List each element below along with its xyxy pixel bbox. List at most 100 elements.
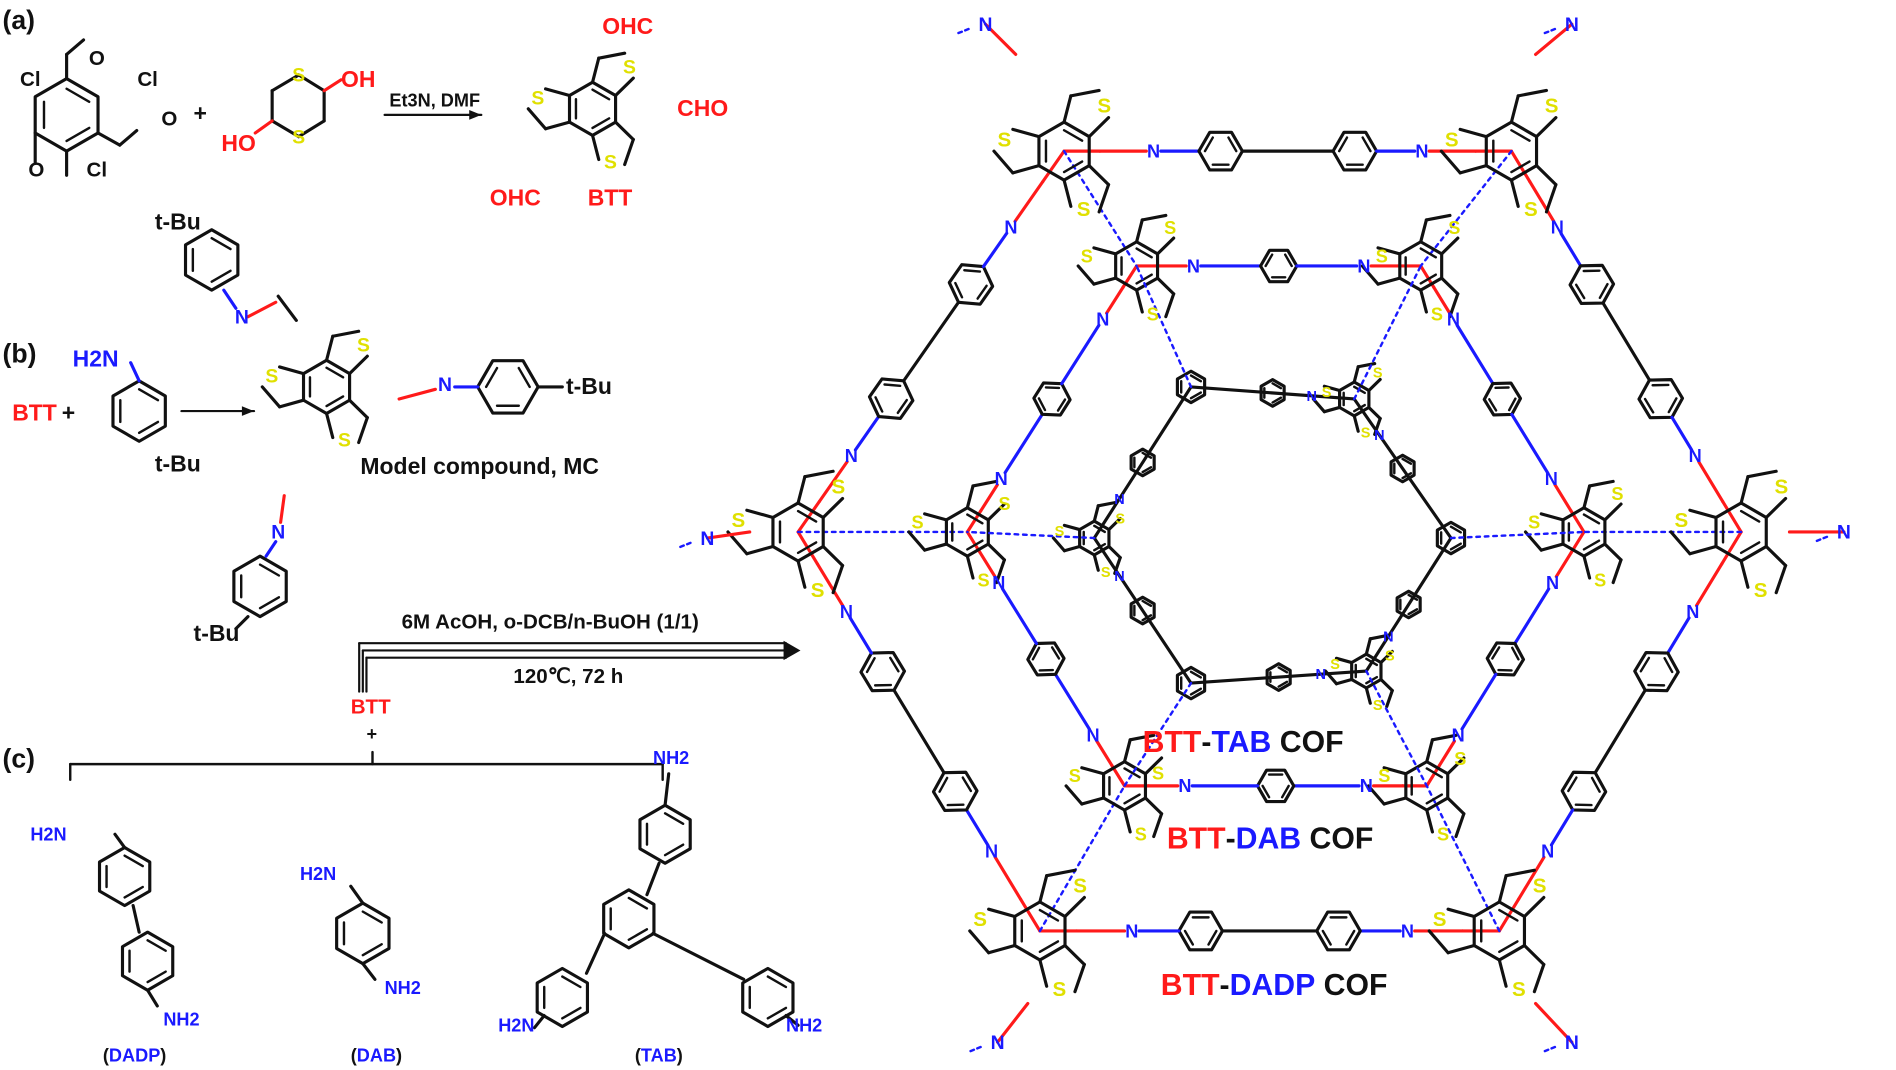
atom-label-s: S	[1101, 565, 1111, 581]
bond	[1368, 634, 1389, 641]
bond	[1590, 776, 1601, 793]
atom-label-s: S	[1385, 648, 1395, 664]
benzene-ring	[741, 966, 795, 1029]
bond	[1532, 962, 1546, 994]
bond	[1097, 183, 1111, 214]
btt-product-label: BTT	[588, 185, 633, 211]
bond	[815, 562, 845, 608]
atom-label-s: S	[1433, 908, 1447, 931]
atom-label-n: N	[995, 469, 1008, 489]
atom-label-n: N	[1415, 141, 1428, 161]
arrow-head	[469, 110, 482, 120]
bond	[1227, 136, 1238, 153]
bond	[1092, 536, 1193, 685]
atom-label-s: S	[1754, 579, 1768, 602]
bond	[1721, 499, 1743, 534]
atom-label-n: N	[991, 1032, 1005, 1054]
bond	[1093, 542, 1107, 552]
bond	[966, 530, 1096, 540]
atom-label-s: S	[973, 908, 987, 931]
benzene-ring	[1389, 453, 1416, 484]
bond	[1553, 483, 1573, 513]
benzene-ring	[1435, 520, 1467, 556]
atom-label-n: N	[1565, 14, 1579, 36]
bond	[796, 541, 818, 555]
bond	[517, 366, 531, 389]
bond	[1337, 136, 1349, 153]
atom-label-s: S	[338, 430, 351, 452]
aldehyde-label: OHC	[490, 185, 541, 211]
atom-label-n: N	[235, 307, 249, 329]
bond	[123, 854, 144, 868]
bond	[526, 107, 548, 131]
bond	[1135, 247, 1153, 259]
bond	[1311, 397, 1326, 414]
atom-label-s: S	[997, 128, 1011, 151]
bond	[1510, 129, 1531, 142]
bond	[1582, 539, 1601, 551]
plus-sign: +	[194, 100, 207, 126]
atom-label-s: S	[623, 57, 636, 79]
bond	[1446, 796, 1466, 816]
bond	[1334, 677, 1354, 686]
bond	[1382, 796, 1408, 806]
bond	[264, 540, 278, 558]
bond	[1092, 246, 1118, 256]
bond	[987, 943, 1017, 955]
bond	[324, 411, 335, 440]
bond	[1155, 276, 1176, 296]
hydroxyl-label: OH	[341, 66, 375, 92]
bond	[361, 910, 383, 924]
bond	[1092, 385, 1193, 540]
atom-label-s: S	[1115, 512, 1125, 528]
atom-label-s: S	[831, 475, 845, 498]
bond	[1064, 784, 1084, 806]
bond	[831, 563, 845, 595]
bond	[1534, 164, 1558, 187]
bond	[1582, 554, 1592, 580]
bond	[1582, 513, 1601, 525]
bond	[1488, 398, 1498, 412]
atom-label-s: S	[1675, 509, 1689, 532]
bond	[253, 119, 274, 135]
bond	[1135, 273, 1153, 285]
bond	[591, 88, 611, 101]
bond	[1739, 509, 1761, 523]
bond	[590, 133, 601, 162]
atom-label-cl: Cl	[137, 68, 158, 91]
bond	[1105, 285, 1125, 315]
bond	[1087, 116, 1111, 139]
bond	[397, 387, 437, 401]
bond	[1189, 670, 1203, 679]
bond	[1513, 587, 1551, 646]
bond	[1080, 766, 1106, 776]
bond	[1062, 94, 1073, 124]
bond	[1454, 812, 1466, 839]
atom-label-s: S	[1069, 766, 1081, 786]
bond	[1189, 687, 1203, 696]
bond	[1667, 397, 1678, 414]
bond	[705, 530, 752, 540]
bond	[210, 269, 232, 283]
bond	[1449, 542, 1462, 551]
benzene-ring	[111, 379, 167, 443]
bond	[1601, 301, 1652, 382]
bond	[1141, 451, 1153, 459]
bond	[1051, 536, 1066, 553]
linker-label-dadp: (DADP)	[103, 1046, 166, 1066]
bond	[1062, 178, 1073, 208]
bond	[1516, 88, 1549, 98]
bond	[1365, 657, 1379, 667]
bond	[902, 300, 961, 383]
bond	[1449, 525, 1462, 534]
atom-label-s: S	[811, 579, 825, 602]
amine-label: NH2	[653, 748, 689, 768]
atom-label-s: S	[1135, 824, 1147, 844]
bond	[1283, 253, 1293, 268]
bond	[325, 366, 345, 379]
atom-label-s: S	[912, 512, 924, 532]
bond	[817, 460, 849, 504]
bond	[357, 416, 369, 445]
bond	[1038, 958, 1049, 988]
